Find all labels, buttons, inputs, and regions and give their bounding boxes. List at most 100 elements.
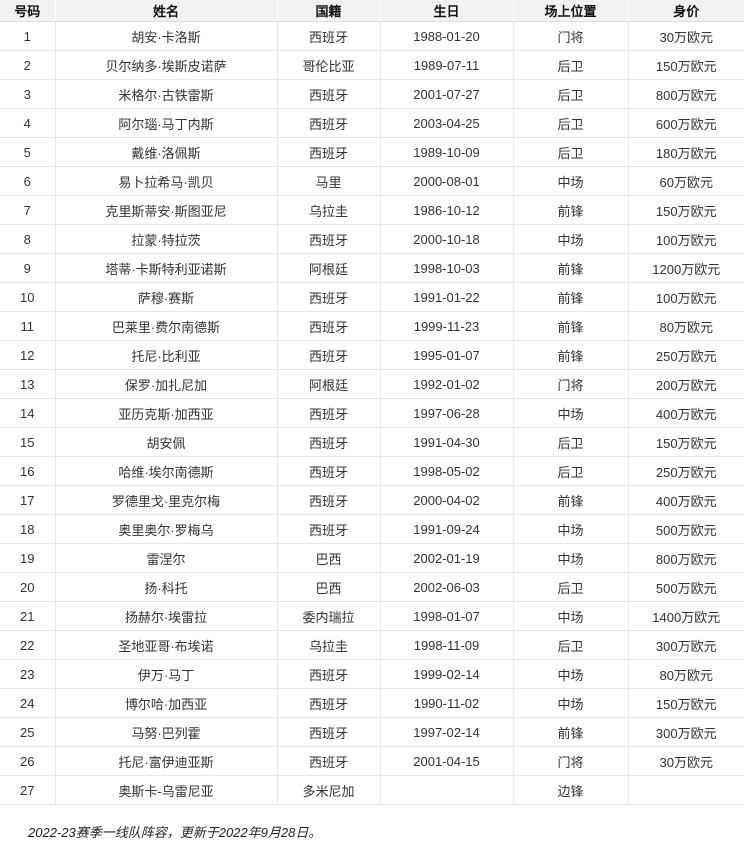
cell-position: 前锋 <box>512 253 628 283</box>
cell-name: 萨穆·赛斯 <box>54 282 277 312</box>
cell-value: 600万欧元 <box>627 108 744 138</box>
cell-value: 300万欧元 <box>627 630 744 660</box>
cell-number: 14 <box>0 398 55 428</box>
cell-number: 5 <box>0 137 55 167</box>
cell-birthday: 1992-01-02 <box>379 369 513 399</box>
cell-birthday: 1998-10-03 <box>379 253 513 283</box>
cell-number: 7 <box>0 195 55 225</box>
cell-number: 4 <box>0 108 55 138</box>
cell-value: 30万欧元 <box>627 21 744 51</box>
cell-value: 30万欧元 <box>627 746 744 776</box>
cell-nationality: 巴西 <box>276 572 380 602</box>
cell-birthday: 1989-07-11 <box>379 50 513 80</box>
cell-number: 15 <box>0 427 55 457</box>
cell-nationality: 西班牙 <box>276 746 380 776</box>
cell-position: 前锋 <box>512 485 628 515</box>
column-header-position: 场上位置 <box>512 0 628 22</box>
column-header-name: 姓名 <box>54 0 277 22</box>
table-row: 20 扬·科托 巴西 2002-06-03 后卫 500万欧元 <box>0 572 744 602</box>
cell-number: 16 <box>0 456 55 486</box>
column-header-number: 号码 <box>0 0 55 22</box>
cell-name: 博尔哈·加西亚 <box>54 688 277 718</box>
cell-nationality: 巴西 <box>276 543 380 573</box>
cell-name: 克里斯蒂安·斯图亚尼 <box>54 195 277 225</box>
cell-nationality: 西班牙 <box>276 108 380 138</box>
cell-name: 雷涅尔 <box>54 543 277 573</box>
cell-nationality: 西班牙 <box>276 427 380 457</box>
cell-value: 150万欧元 <box>627 50 744 80</box>
cell-position: 后卫 <box>512 630 628 660</box>
table-row: 8 拉蒙·特拉茨 西班牙 2000-10-18 中场 100万欧元 <box>0 224 744 254</box>
cell-position: 后卫 <box>512 108 628 138</box>
cell-nationality: 西班牙 <box>276 340 380 370</box>
table-row: 22 圣地亚哥·布埃诺 乌拉圭 1998-11-09 后卫 300万欧元 <box>0 630 744 660</box>
cell-name: 扬·科托 <box>54 572 277 602</box>
cell-number: 9 <box>0 253 55 283</box>
cell-number: 1 <box>0 21 55 51</box>
column-header-birthday: 生日 <box>379 0 513 22</box>
cell-value: 800万欧元 <box>627 79 744 109</box>
cell-name: 戴维·洛佩斯 <box>54 137 277 167</box>
cell-name: 罗德里戈·里克尔梅 <box>54 485 277 515</box>
player-roster-table: 号码 姓名 国籍 生日 场上位置 身价 1 胡安·卡洛斯 西班牙 1988-01-20… <box>0 0 744 805</box>
cell-birthday: 1999-02-14 <box>379 659 513 689</box>
table-row: 3 米格尔·古铁雷斯 西班牙 2001-07-27 后卫 800万欧元 <box>0 79 744 109</box>
cell-value: 300万欧元 <box>627 717 744 747</box>
cell-position: 前锋 <box>512 311 628 341</box>
table-row: 7 克里斯蒂安·斯图亚尼 乌拉圭 1986-10-12 前锋 150万欧元 <box>0 195 744 225</box>
cell-value: 200万欧元 <box>627 369 744 399</box>
cell-number: 17 <box>0 485 55 515</box>
cell-name: 米格尔·古铁雷斯 <box>54 79 277 109</box>
cell-name: 托尼·比利亚 <box>54 340 277 370</box>
cell-birthday: 2003-04-25 <box>379 108 513 138</box>
cell-name: 亚历克斯·加西亚 <box>54 398 277 428</box>
cell-position: 后卫 <box>512 79 628 109</box>
table-row: 9 塔蒂·卡斯特利亚诺斯 阿根廷 1998-10-03 前锋 1200万欧元 <box>0 253 744 283</box>
table-row: 21 扬赫尔·埃雷拉 委内瑞拉 1998-01-07 中场 1400万欧元 <box>0 601 744 631</box>
cell-birthday: 1997-02-14 <box>379 717 513 747</box>
table-row: 25 马努·巴列霍 西班牙 1997-02-14 前锋 300万欧元 <box>0 717 744 747</box>
cell-name: 托尼·富伊迪亚斯 <box>54 746 277 776</box>
cell-position: 中场 <box>512 514 628 544</box>
cell-value: 1400万欧元 <box>627 601 744 631</box>
cell-birthday: 2001-07-27 <box>379 79 513 109</box>
cell-position: 门将 <box>512 746 628 776</box>
cell-birthday: 1988-01-20 <box>379 21 513 51</box>
cell-position: 中场 <box>512 398 628 428</box>
table-row: 19 雷涅尔 巴西 2002-01-19 中场 800万欧元 <box>0 543 744 573</box>
cell-number: 19 <box>0 543 55 573</box>
cell-name: 塔蒂·卡斯特利亚诺斯 <box>54 253 277 283</box>
cell-name: 拉蒙·特拉茨 <box>54 224 277 254</box>
roster-table-body: 1 胡安·卡洛斯 西班牙 1988-01-20 门将 30万欧元 2 贝尔纳多·埃斯皮诺萨 哥伦… <box>0 21 744 805</box>
cell-position: 门将 <box>512 369 628 399</box>
cell-value: 250万欧元 <box>627 340 744 370</box>
cell-nationality: 西班牙 <box>276 456 380 486</box>
cell-name: 奥斯卡-乌雷尼亚 <box>54 775 277 805</box>
table-row: 12 托尼·比利亚 西班牙 1995-01-07 前锋 250万欧元 <box>0 340 744 370</box>
cell-nationality: 西班牙 <box>276 224 380 254</box>
cell-name: 奥里奥尔·罗梅乌 <box>54 514 277 544</box>
cell-value: 100万欧元 <box>627 224 744 254</box>
table-row: 15 胡安佩 西班牙 1991-04-30 后卫 150万欧元 <box>0 427 744 457</box>
table-row: 11 巴莱里·费尔南德斯 西班牙 1999-11-23 前锋 80万欧元 <box>0 311 744 341</box>
cell-name: 巴莱里·费尔南德斯 <box>54 311 277 341</box>
cell-birthday: 2000-04-02 <box>379 485 513 515</box>
cell-number: 12 <box>0 340 55 370</box>
cell-birthday: 1997-06-28 <box>379 398 513 428</box>
table-row: 23 伊万·马丁 西班牙 1999-02-14 中场 80万欧元 <box>0 659 744 689</box>
cell-position: 中场 <box>512 543 628 573</box>
cell-birthday: 1989-10-09 <box>379 137 513 167</box>
cell-position: 前锋 <box>512 340 628 370</box>
table-row: 18 奥里奥尔·罗梅乌 西班牙 1991-09-24 中场 500万欧元 <box>0 514 744 544</box>
cell-birthday <box>379 775 513 805</box>
cell-birthday: 1990-11-02 <box>379 688 513 718</box>
cell-name: 贝尔纳多·埃斯皮诺萨 <box>54 50 277 80</box>
table-row: 2 贝尔纳多·埃斯皮诺萨 哥伦比亚 1989-07-11 后卫 150万欧元 <box>0 50 744 80</box>
cell-birthday: 1991-04-30 <box>379 427 513 457</box>
cell-position: 门将 <box>512 21 628 51</box>
cell-position: 后卫 <box>512 456 628 486</box>
cell-nationality: 西班牙 <box>276 21 380 51</box>
cell-position: 中场 <box>512 659 628 689</box>
cell-birthday: 2002-06-03 <box>379 572 513 602</box>
cell-number: 10 <box>0 282 55 312</box>
